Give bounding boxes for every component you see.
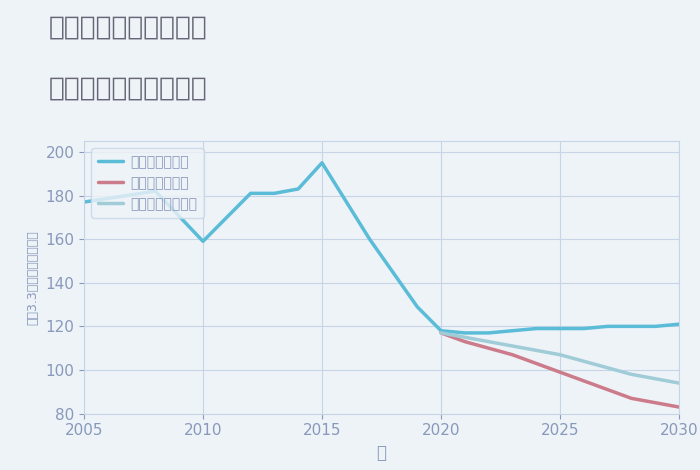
グッドシナリオ [437, 328, 445, 334]
Line: ノーマルシナリオ: ノーマルシナリオ [441, 333, 679, 383]
ノーマルシナリオ [437, 330, 445, 336]
グッドシナリオ [627, 323, 636, 329]
グッドシナリオ [556, 326, 564, 331]
バッドシナリオ [580, 378, 588, 384]
ノーマルシナリオ [461, 335, 469, 340]
ノーマルシナリオ [651, 376, 659, 382]
グッドシナリオ [675, 321, 683, 327]
ノーマルシナリオ [484, 339, 493, 345]
Text: 兵庫県西宮市石在町の: 兵庫県西宮市石在町の [49, 14, 208, 40]
ノーマルシナリオ [603, 365, 612, 371]
グッドシナリオ [651, 323, 659, 329]
グッドシナリオ [80, 199, 88, 205]
グッドシナリオ [508, 328, 517, 334]
グッドシナリオ [532, 326, 540, 331]
Y-axis label: 坪（3.3㎡）単価（万円）: 坪（3.3㎡）単価（万円） [27, 230, 40, 325]
バッドシナリオ [651, 400, 659, 406]
ノーマルシナリオ [532, 347, 540, 353]
ノーマルシナリオ [556, 352, 564, 358]
バッドシナリオ [484, 345, 493, 351]
ノーマルシナリオ [675, 380, 683, 386]
X-axis label: 年: 年 [377, 444, 386, 462]
Text: 中古戸建ての価格推移: 中古戸建ての価格推移 [49, 75, 208, 101]
バッドシナリオ [627, 396, 636, 401]
グッドシナリオ [270, 190, 279, 196]
グッドシナリオ [246, 190, 255, 196]
バッドシナリオ [461, 339, 469, 345]
グッドシナリオ [365, 236, 374, 242]
ノーマルシナリオ [627, 371, 636, 377]
バッドシナリオ [437, 330, 445, 336]
バッドシナリオ [675, 404, 683, 410]
グッドシナリオ [580, 326, 588, 331]
バッドシナリオ [556, 369, 564, 375]
バッドシナリオ [532, 360, 540, 366]
グッドシナリオ [603, 323, 612, 329]
グッドシナリオ [461, 330, 469, 336]
バッドシナリオ [508, 352, 517, 358]
Legend: グッドシナリオ, バッドシナリオ, ノーマルシナリオ: グッドシナリオ, バッドシナリオ, ノーマルシナリオ [91, 148, 204, 218]
ノーマルシナリオ [580, 359, 588, 364]
グッドシナリオ [151, 188, 160, 194]
グッドシナリオ [413, 304, 421, 310]
Line: グッドシナリオ: グッドシナリオ [84, 163, 679, 333]
バッドシナリオ [603, 387, 612, 392]
グッドシナリオ [294, 186, 302, 192]
ノーマルシナリオ [508, 343, 517, 349]
グッドシナリオ [318, 160, 326, 165]
Line: バッドシナリオ: バッドシナリオ [441, 333, 679, 407]
グッドシナリオ [484, 330, 493, 336]
グッドシナリオ [199, 238, 207, 244]
